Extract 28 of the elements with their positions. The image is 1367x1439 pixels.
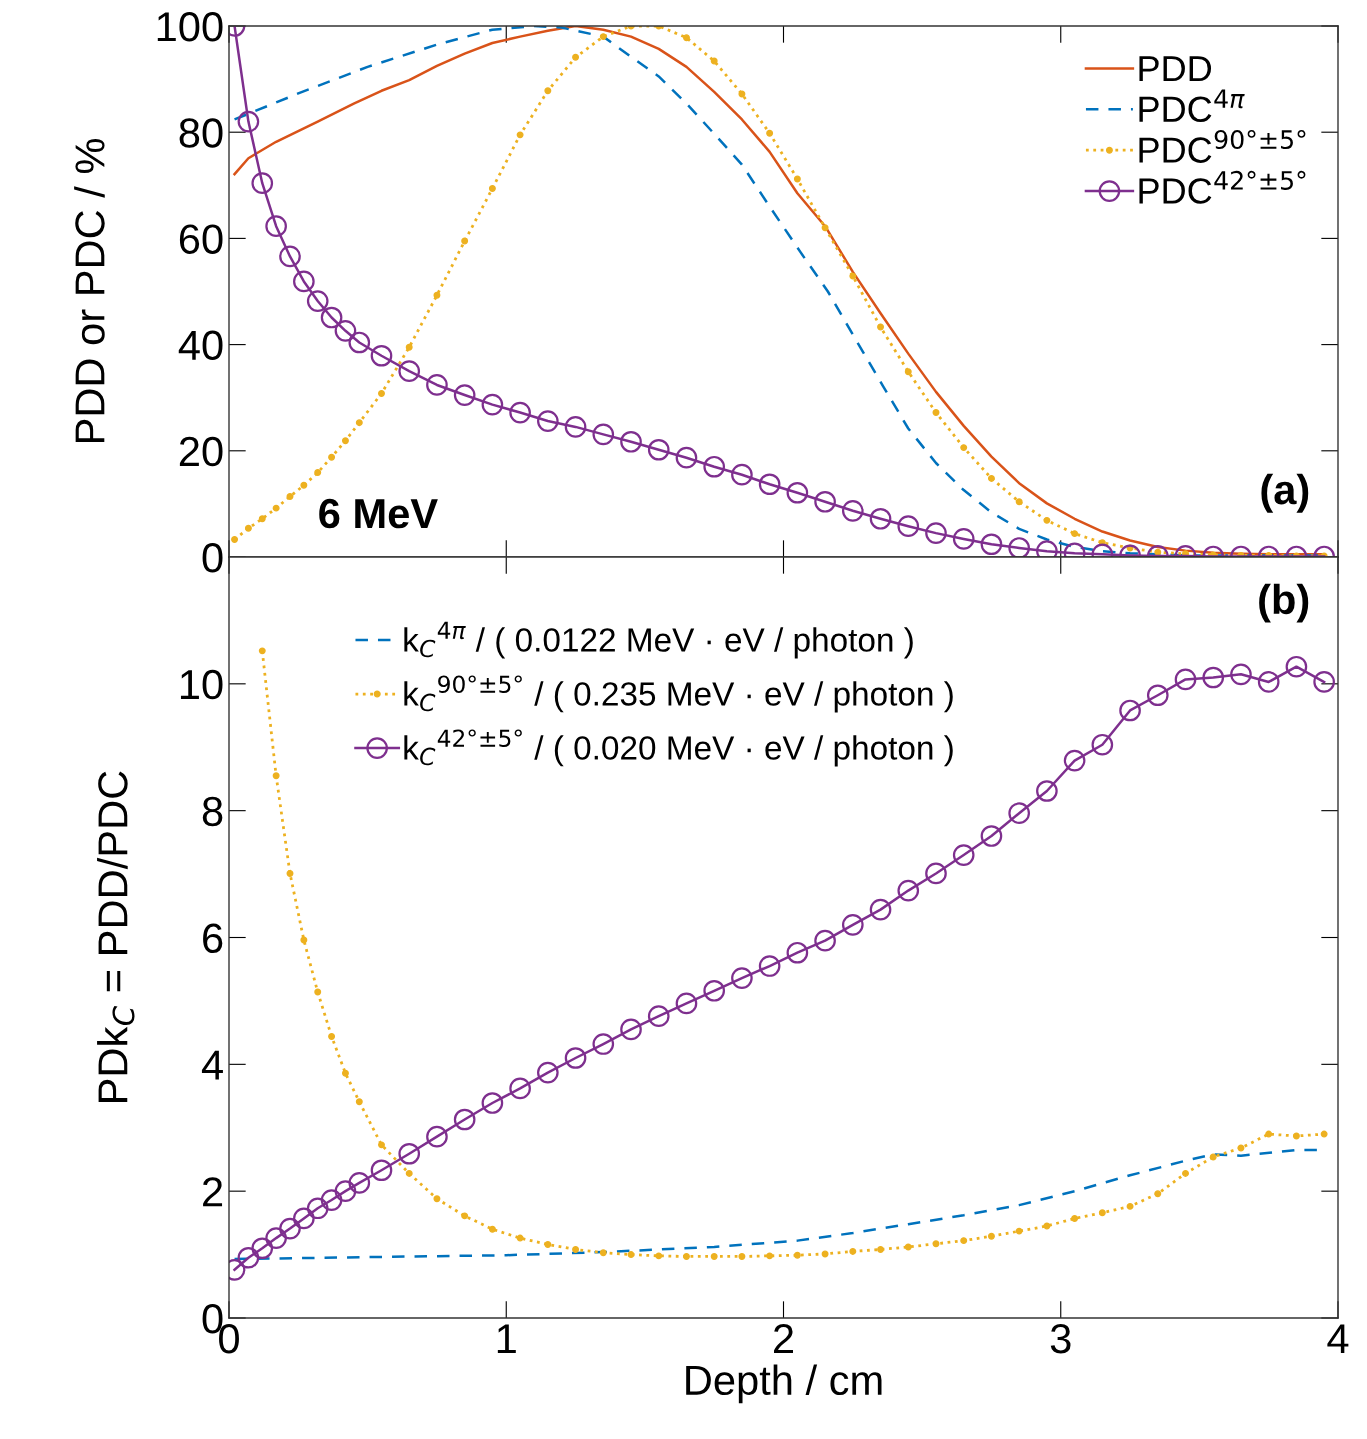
y-tick-label: 4	[201, 1050, 223, 1080]
legend-label: k$_{C}$$^{4π}$ / ( 0.0122 MeV · eV / photon )	[404, 621, 913, 659]
y-tick-label: 2	[203, 1177, 223, 1207]
y-tick-label: 0	[202, 543, 223, 573]
x-tick-label: 4	[1327, 1324, 1349, 1354]
y-tick-label: 6	[203, 923, 223, 954]
annotation: (a)	[1261, 473, 1309, 513]
y-tick-label: 8	[202, 796, 223, 827]
x-tick-label: 2	[774, 1323, 793, 1354]
x-axis-title: Depth / cm	[686, 1364, 882, 1404]
y-tick-label: 10	[180, 669, 223, 700]
y-tick-label: 40	[178, 330, 223, 361]
y-tick-label: 60	[179, 224, 223, 254]
annotation: 6 MeV	[319, 498, 438, 529]
legend-label: PDD	[1139, 56, 1212, 82]
legend-label: k$_{C}$$^{90°±5°}$ / ( 0.235 MeV · eV / photon )	[404, 675, 953, 713]
y-axis-title: PDk$_{C}$ = PDD/PDC	[97, 771, 135, 1102]
legend-label: PDC$^{42°±5°}$	[1139, 170, 1306, 204]
y-tick-label: 80	[179, 118, 223, 148]
legend-label: PDC$^{90°±5°}$	[1139, 129, 1306, 163]
y-tick-label: 100	[157, 12, 223, 42]
annotation: (b)	[1259, 583, 1309, 623]
x-tick-label: 3	[1050, 1323, 1071, 1354]
legend-label: k$_{C}$$^{42°±5°}$ / ( 0.020 MeV · eV / photon )	[404, 729, 953, 767]
legend-label: PDC$^{4π}$	[1139, 89, 1245, 123]
y-tick-label: 20	[179, 436, 223, 467]
x-tick-label: 1	[497, 1324, 516, 1354]
y-axis-title: PDD or PDC / %	[74, 139, 105, 443]
